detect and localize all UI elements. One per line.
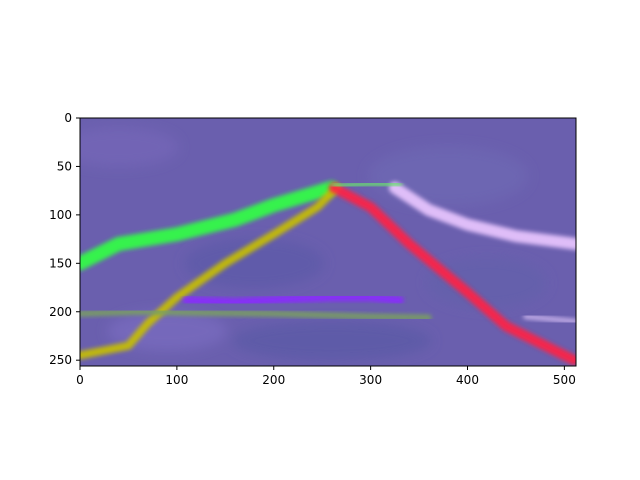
x-tick-label: 100 [165,373,188,387]
lane-strokes [80,180,576,366]
violet-band-stroke [182,293,404,307]
light-green-top-stroke [331,181,403,189]
faint-green-lane-stroke [80,308,432,321]
texture-blob [184,238,325,289]
green-lane-stroke [80,180,339,271]
texture-blob [368,146,529,207]
heatmap-image [80,118,576,366]
axes-frame [79,117,577,367]
x-tick-label: 200 [262,373,285,387]
y-tick-label: 0 [64,111,72,125]
y-axis: 0 50 100 150 200 250 [49,111,80,367]
light-purple-lane-stroke [388,181,576,250]
heatmap-texture [80,127,547,361]
y-tick-label: 50 [57,159,72,173]
y-tick-label: 250 [49,353,72,367]
y-tick-label: 150 [49,256,72,270]
texture-blob [426,257,547,308]
x-tick-label: 500 [553,373,576,387]
red-lane-stroke [328,182,576,366]
yellow-lane-stroke [80,183,341,360]
texture-blob [231,320,432,361]
x-tick-label: 300 [359,373,382,387]
texture-blob [80,127,179,168]
x-axis: 0 100 200 300 400 500 [76,366,576,387]
y-tick-label: 200 [49,305,72,319]
y-tick-label: 100 [49,208,72,222]
x-tick-label: 400 [456,373,479,387]
x-tick-label: 0 [76,373,84,387]
pale-right-band-stroke [523,314,576,324]
